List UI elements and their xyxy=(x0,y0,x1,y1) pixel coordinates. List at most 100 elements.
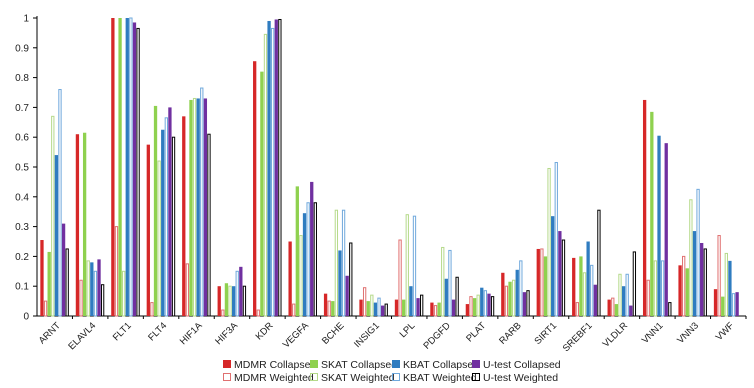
x-tick-label: RARB xyxy=(497,320,523,346)
bar xyxy=(437,302,441,316)
bar xyxy=(735,292,739,316)
bar xyxy=(625,273,629,317)
bar xyxy=(455,276,459,317)
x-tick-label: BCHE xyxy=(320,320,346,346)
legend: MDMR Collapsed SKAT Collapsed KBAT Collaps… xyxy=(223,359,561,384)
y-tick-label: 0.6 xyxy=(15,133,29,144)
x-tick-label: VLDLR xyxy=(601,320,631,350)
bar xyxy=(682,255,686,317)
bar xyxy=(271,27,275,317)
bar xyxy=(657,135,661,316)
x-tick-label: PLAT xyxy=(464,320,488,344)
y-tick-label: 0.9 xyxy=(15,43,29,54)
bar xyxy=(161,129,165,316)
bar xyxy=(228,285,232,317)
bar xyxy=(157,160,161,317)
x-tick-label: FLT4 xyxy=(146,320,169,343)
bar xyxy=(221,309,225,317)
bar xyxy=(501,272,505,316)
bar xyxy=(231,286,236,316)
bar xyxy=(203,98,208,317)
bar xyxy=(469,296,473,317)
x-tick-label: FLT1 xyxy=(111,320,134,343)
x-tick-label: ARNT xyxy=(37,320,63,346)
legend-label: MDMR Weighted xyxy=(234,372,314,384)
bar xyxy=(189,99,193,316)
bar xyxy=(377,297,381,317)
bar xyxy=(572,257,576,316)
bar xyxy=(689,199,693,317)
bar xyxy=(405,214,409,317)
bar xyxy=(114,226,119,317)
legend-swatch xyxy=(472,360,480,368)
bar xyxy=(430,302,434,316)
bar xyxy=(409,286,413,316)
bars xyxy=(40,17,747,319)
legend-swatch xyxy=(392,373,400,381)
bar xyxy=(480,287,484,316)
bar xyxy=(451,299,456,316)
legend-swatch xyxy=(223,373,231,381)
bar xyxy=(61,223,66,316)
bar xyxy=(646,279,650,317)
bar xyxy=(593,284,597,316)
bar xyxy=(75,134,80,316)
bar xyxy=(561,239,566,317)
bar xyxy=(65,248,69,317)
legend-swatch xyxy=(310,360,318,368)
bar xyxy=(136,27,140,317)
bar xyxy=(164,117,168,317)
bar xyxy=(373,302,378,316)
bar xyxy=(235,270,239,317)
x-tick-label: INSIG1 xyxy=(352,320,382,350)
bar xyxy=(416,298,420,316)
bar xyxy=(323,293,328,316)
bar xyxy=(465,304,470,316)
bar xyxy=(299,235,303,317)
x-tick-label: VWF xyxy=(714,320,737,343)
bar xyxy=(685,268,689,316)
bar xyxy=(242,285,247,317)
bar xyxy=(185,263,190,317)
bar xyxy=(713,289,718,316)
bar xyxy=(547,167,551,317)
bar xyxy=(398,239,402,317)
bar xyxy=(150,302,154,317)
bar xyxy=(508,281,512,316)
bar xyxy=(182,116,186,316)
bar xyxy=(504,285,509,317)
bar xyxy=(168,107,172,317)
bar xyxy=(192,97,197,317)
x-tick-label: HIF3A xyxy=(213,320,240,347)
x-tick-label: VEGFA xyxy=(281,320,312,351)
bar xyxy=(362,287,367,317)
bar xyxy=(384,303,388,317)
bar xyxy=(519,260,523,317)
bar xyxy=(82,132,87,316)
x-tick-label: KDR xyxy=(254,320,276,342)
y-tick-label: 0.5 xyxy=(15,163,29,174)
bar xyxy=(632,251,637,317)
bar xyxy=(86,260,90,317)
bar xyxy=(579,256,583,316)
bar xyxy=(129,17,133,317)
bar xyxy=(412,215,417,317)
x-tick-label: SREBF1 xyxy=(561,320,595,354)
legend-swatch xyxy=(392,360,400,368)
y-tick-label: 0.8 xyxy=(15,73,29,84)
bar xyxy=(58,89,62,317)
bar xyxy=(728,260,732,316)
bar xyxy=(359,299,363,316)
bar xyxy=(40,240,44,316)
bar xyxy=(345,275,349,316)
bar xyxy=(331,301,335,316)
bar xyxy=(341,209,346,317)
bar xyxy=(97,259,101,316)
legend-swatch xyxy=(223,360,231,368)
bar xyxy=(717,235,721,317)
legend-label: KBAT Weighted xyxy=(403,372,477,384)
bar xyxy=(441,246,445,317)
x-tick-label: HIF1A xyxy=(178,320,205,347)
bar xyxy=(118,18,122,316)
